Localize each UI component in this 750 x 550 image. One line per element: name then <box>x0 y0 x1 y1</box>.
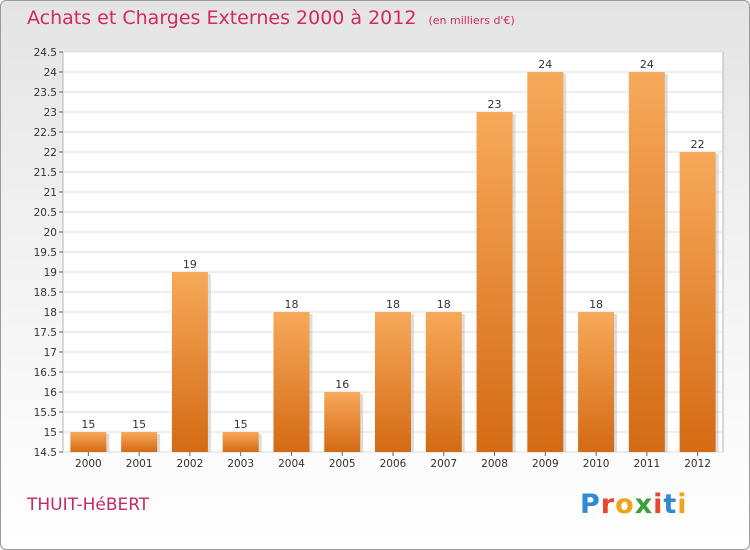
bar <box>375 312 411 452</box>
bar <box>476 112 513 452</box>
y-tick-label: 22.5 <box>34 127 57 139</box>
x-tick-label: 2000 <box>75 458 102 470</box>
bar-value-label: 18 <box>386 298 400 311</box>
chart-title: Achats et Charges Externes 2000 à 2012 (e… <box>27 7 515 29</box>
bar <box>222 432 259 452</box>
bar-value-label: 16 <box>335 378 349 391</box>
bar <box>324 392 361 452</box>
bar <box>679 152 716 452</box>
bar <box>628 72 665 452</box>
bar-value-label: 15 <box>81 418 95 431</box>
bar <box>425 312 462 452</box>
bar <box>70 432 107 452</box>
y-tick-label: 16.5 <box>34 367 57 379</box>
bar <box>527 72 564 452</box>
logo-letter: r <box>600 489 616 520</box>
logo-letter: i <box>653 489 664 520</box>
x-tick-label: 2007 <box>430 458 457 470</box>
bar-value-label: 24 <box>640 58 654 71</box>
y-tick-label: 24.5 <box>34 47 57 59</box>
y-tick-label: 23.5 <box>34 87 57 99</box>
x-tick-label: 2003 <box>227 458 254 470</box>
bar-value-label: 18 <box>589 298 603 311</box>
y-tick-label: 16 <box>44 387 58 399</box>
logo-letter: P <box>580 489 601 520</box>
bar-value-label: 19 <box>183 258 197 271</box>
y-tick-label: 21.5 <box>34 167 57 179</box>
y-tick-label: 17.5 <box>34 327 57 339</box>
x-tick-label: 2009 <box>532 458 559 470</box>
y-tick-label: 22 <box>44 147 57 159</box>
x-tick-label: 2008 <box>481 458 508 470</box>
logo-letter: x <box>634 489 654 520</box>
x-tick-label: 2001 <box>126 458 153 470</box>
y-tick-label: 23 <box>44 107 57 119</box>
y-tick-label: 18 <box>44 307 57 319</box>
bar-value-label: 18 <box>437 298 451 311</box>
bar <box>121 432 158 452</box>
x-tick-label: 2004 <box>278 458 305 470</box>
bar <box>273 312 310 452</box>
x-tick-label: 2005 <box>329 458 356 470</box>
bar-value-label: 23 <box>488 98 502 111</box>
bar <box>578 312 615 452</box>
logo-letter: t <box>663 489 678 520</box>
y-tick-label: 18.5 <box>34 287 57 299</box>
bar-value-label: 22 <box>691 138 705 151</box>
y-tick-label: 15 <box>44 427 57 439</box>
bar-value-label: 15 <box>132 418 146 431</box>
proxiti-logo: Proxiti <box>580 489 688 520</box>
place-name: THUIT-HéBERT <box>27 495 150 515</box>
y-tick-label: 20.5 <box>34 207 57 219</box>
bar-value-label: 24 <box>538 58 552 71</box>
y-tick-label: 17 <box>44 347 57 359</box>
x-tick-label: 2002 <box>177 458 204 470</box>
title-text: Achats et Charges Externes 2000 à 2012 <box>27 7 417 29</box>
x-tick-label: 2010 <box>583 458 610 470</box>
bar-value-label: 18 <box>284 298 298 311</box>
x-tick-label: 2006 <box>380 458 407 470</box>
y-tick-label: 24 <box>44 67 58 79</box>
y-tick-label: 19 <box>44 267 57 279</box>
y-tick-label: 15.5 <box>34 407 57 419</box>
logo-letter: o <box>615 489 635 520</box>
y-tick-label: 21 <box>44 187 57 199</box>
x-tick-label: 2012 <box>684 458 711 470</box>
unit-subtitle: (en milliers d'€) <box>428 14 515 27</box>
bar <box>171 272 208 452</box>
y-tick-label: 14.5 <box>34 447 57 459</box>
bar-value-label: 15 <box>234 418 248 431</box>
logo-letter: i <box>677 489 688 520</box>
y-tick-label: 19.5 <box>34 247 57 259</box>
x-tick-label: 2011 <box>633 458 660 470</box>
y-tick-label: 20 <box>44 227 57 239</box>
